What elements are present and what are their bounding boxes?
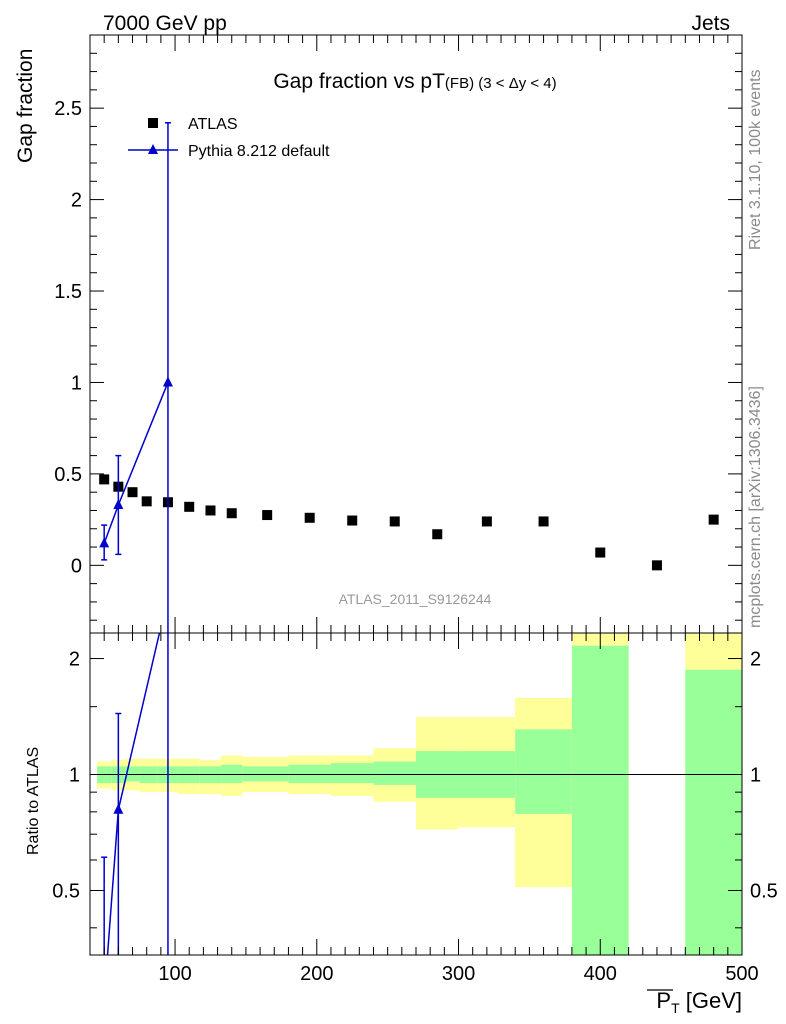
ratio-inner-band <box>515 729 572 814</box>
ratio-inner-band <box>221 764 243 784</box>
main-y-tick-label: 0 <box>71 555 82 577</box>
x-axis-title: PT [GeV] <box>647 988 742 1016</box>
atlas-data-point <box>127 487 138 498</box>
ratio-y-axis-label: Ratio to ATLAS <box>25 747 42 855</box>
main-y-ticks: 0 0.5 1 1.5 2 2.5 <box>54 52 742 621</box>
atlas-data-point <box>538 516 549 527</box>
legend-pythia-marker <box>148 144 158 154</box>
atlas-data-point <box>481 516 492 527</box>
pythia-data-point <box>99 537 110 548</box>
header-right: Jets <box>691 12 730 35</box>
atlas-data-point <box>262 510 273 521</box>
main-title-text: Gap fraction vs pT <box>273 70 445 93</box>
atlas-data-point <box>99 474 110 485</box>
atlas-data-point <box>184 501 195 512</box>
ratio-inner-band <box>330 763 374 784</box>
x-axis-title-unit: [GeV] <box>680 988 742 1013</box>
atlas-data-point <box>651 560 662 571</box>
atlas-data-point <box>226 508 237 519</box>
main-y-tick-label: 2 <box>71 190 82 212</box>
atlas-data-point <box>389 516 400 527</box>
main-y-tick-label: 1.5 <box>54 281 82 303</box>
ratio-inner-band <box>571 645 629 955</box>
pythia-data-point <box>162 376 173 387</box>
main-y-tick-label: 2.5 <box>54 98 82 120</box>
ratio-panel: 0.5 0.5 1 1 2 2 100 200 300 400 500 Ratio to ATLA… <box>25 632 778 1016</box>
x-tick-label: 100 <box>158 963 191 985</box>
atlas-data-point <box>205 505 216 516</box>
ratio-inner-band <box>288 764 331 784</box>
legend-atlas-marker <box>148 118 158 128</box>
legend-pythia-label: Pythia 8.212 default <box>188 143 330 160</box>
x-tick-label: 500 <box>725 963 758 985</box>
mcplots-label: mcplots.cern.ch [arXiv:1306.3436] <box>747 386 764 628</box>
ratio-y-tick-label-right: 1 <box>750 765 761 787</box>
ratio-y-tick-label-right: 2 <box>750 649 761 671</box>
ratio-inner-band <box>685 669 742 955</box>
main-y-axis-label: Gap fraction <box>14 49 37 163</box>
ratio-pythia-point <box>113 803 124 814</box>
rivet-version-label: Rivet 3.1.10, 100k events <box>747 69 764 250</box>
ratio-y-tick-label: 1 <box>69 765 80 787</box>
ratio-inner-band <box>373 761 416 785</box>
header-left: 7000 GeV pp <box>103 12 227 35</box>
x-tick-label: 200 <box>300 963 333 985</box>
x-tick-label: 300 <box>442 963 475 985</box>
ratio-x-ticks: 100 200 300 400 500 <box>103 633 759 985</box>
main-data-marks <box>99 122 719 633</box>
atlas-data-point <box>708 514 719 525</box>
atlas-data-point <box>141 496 152 507</box>
x-tick-label: 400 <box>584 963 617 985</box>
ratio-mc-marks <box>101 633 169 955</box>
main-panel: ATLAS_2011_S9126244 0 0.5 1 1.5 2 2.5 Gap fra… <box>14 34 743 634</box>
ratio-inner-band <box>242 766 289 782</box>
ratio-y-tick-label: 2 <box>69 649 80 671</box>
main-watermark: ATLAS_2011_S9126244 <box>339 591 492 607</box>
legend-atlas-label: ATLAS <box>188 116 238 133</box>
pythia-data-point <box>113 498 124 509</box>
main-title-condition: (3 < Δy < 4) <box>478 75 556 92</box>
atlas-data-point <box>432 529 443 540</box>
main-x-ticks <box>103 35 743 633</box>
ratio-y-tick-label-right: 0.5 <box>750 880 778 902</box>
main-title: Gap fraction vs pT(FB) (3 < Δy < 4) <box>273 70 556 93</box>
main-y-tick-label: 1 <box>71 372 82 394</box>
legend: ATLAS Pythia 8.212 default <box>128 116 330 160</box>
atlas-data-point <box>347 515 358 526</box>
x-axis-title-symbol: P <box>656 988 671 1013</box>
main-title-sub: (FB) <box>445 75 474 92</box>
ratio-inner-band <box>125 766 140 782</box>
atlas-data-point <box>304 512 315 523</box>
ratio-frame <box>89 632 743 956</box>
x-axis-title-text: PT [GeV] <box>656 988 742 1016</box>
x-axis-title-sub: T <box>671 1000 680 1016</box>
ratio-y-tick-label: 0.5 <box>52 880 80 902</box>
main-y-tick-label: 0.5 <box>54 464 82 486</box>
main-plot-area <box>90 35 742 633</box>
ratio-y-ticks: 0.5 0.5 1 1 2 2 <box>52 649 778 929</box>
atlas-data-point <box>595 547 606 558</box>
